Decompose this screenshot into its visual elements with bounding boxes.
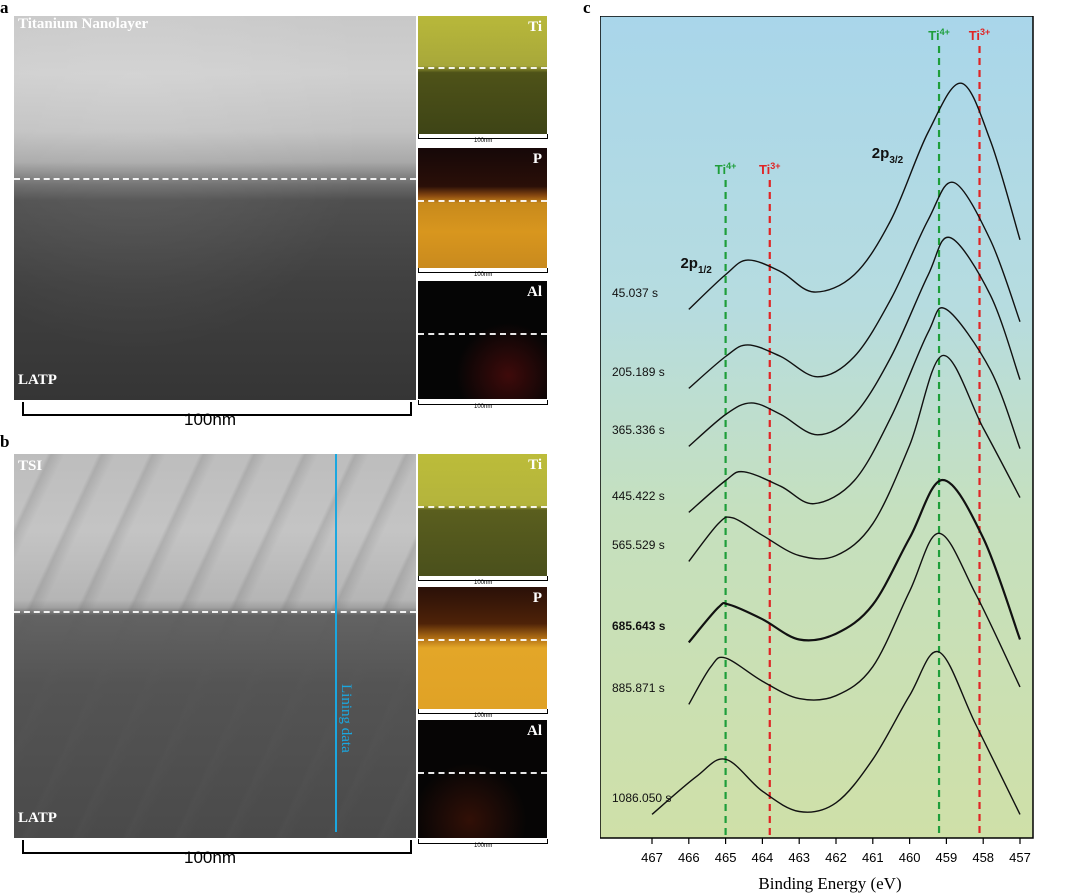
panel-a-map-al-label: Al bbox=[527, 284, 542, 300]
xps-series-line bbox=[688, 532, 1021, 705]
panel-b-map-al-scalebar-label: 100nm bbox=[474, 843, 493, 849]
xps-series-label: 45.037 s bbox=[612, 286, 658, 300]
panel-b-letter: b bbox=[0, 432, 10, 451]
panel-a-interface-line bbox=[14, 178, 416, 180]
panel-a-tem-image: Titanium Nanolayer LATP bbox=[14, 16, 416, 400]
panel-b-map-al-scalebar bbox=[418, 839, 548, 844]
panel-a-scalebar-label: 100nm bbox=[184, 410, 236, 429]
panel-a-scalebar bbox=[22, 402, 412, 416]
xps-x-tick-label: 458 bbox=[972, 850, 994, 865]
panel-b-map-p-scalebar-label: 100nm bbox=[474, 713, 493, 719]
xps-series-line bbox=[651, 650, 1021, 815]
panel-a-map-al-line bbox=[418, 333, 547, 335]
panel-a-map-al-scalebar bbox=[418, 400, 548, 405]
xps-series-line bbox=[688, 307, 1021, 513]
xps-chart: Ti4+ Ti3+ Ti4+ Ti3+ 45.037 s 205.189 s 365.336… bbox=[600, 16, 1034, 893]
panel-b-scalebar-label: 100nm bbox=[184, 848, 236, 867]
xps-series-line bbox=[688, 354, 1021, 562]
xps-x-tick-label: 457 bbox=[1009, 850, 1031, 865]
xps-reference-label: Ti3+ bbox=[969, 27, 991, 43]
xps-series-line bbox=[687, 478, 1022, 644]
xps-x-tick-label: 460 bbox=[899, 850, 921, 865]
panel-a-map-ti: Ti bbox=[418, 16, 547, 134]
panel-b-scalebar bbox=[22, 840, 412, 854]
panel-c-letter: c bbox=[583, 0, 591, 17]
panel-b-map-ti: Ti bbox=[418, 454, 547, 576]
panel-b-map-ti-scalebar-label: 100nm bbox=[474, 580, 493, 586]
xps-x-tick-label: 462 bbox=[825, 850, 847, 865]
xps-reference-label: Ti4+ bbox=[715, 161, 737, 177]
xps-x-tick-label: 459 bbox=[936, 850, 958, 865]
xps-x-tick-label: 463 bbox=[788, 850, 810, 865]
panel-b-linescan-label: Lining data bbox=[338, 684, 354, 753]
panel-b-map-p-scalebar bbox=[418, 709, 548, 714]
xps-x-tick-label: 461 bbox=[862, 850, 884, 865]
panel-a-map-p-scalebar-label: 100nm bbox=[474, 272, 493, 278]
panel-a-map-p-label: P bbox=[532, 151, 542, 167]
xps-peak-annotation: 2p1/2 bbox=[680, 255, 712, 276]
panel-a-map-p: P bbox=[418, 148, 547, 268]
xps-series-label: 365.336 s bbox=[612, 423, 665, 437]
xps-reference-label: Ti3+ bbox=[759, 161, 781, 177]
panel-b-label-top: TSI bbox=[18, 458, 43, 474]
xps-x-tick-label: 465 bbox=[715, 850, 737, 865]
panel-b-label-bottom: LATP bbox=[18, 810, 57, 826]
panel-a-map-al-scalebar-label: 100nm bbox=[474, 404, 493, 410]
panel-b-map-ti-scalebar bbox=[418, 576, 548, 581]
xps-series-label: 205.189 s bbox=[612, 365, 665, 379]
xps-series-label: 445.422 s bbox=[612, 489, 665, 503]
xps-x-tick-label: 467 bbox=[641, 850, 663, 865]
xps-series-label: 885.871 s bbox=[612, 681, 665, 695]
xps-peak-annotation: 2p3/2 bbox=[872, 145, 904, 166]
xps-reference-label: Ti4+ bbox=[928, 27, 950, 43]
panel-a-letter: a bbox=[0, 0, 9, 17]
panel-a-map-p-scalebar bbox=[418, 268, 548, 273]
panel-b-map-al-line bbox=[418, 772, 547, 774]
panel-b-map-p-label: P bbox=[532, 590, 542, 606]
panel-b-map-al: Al bbox=[418, 720, 547, 838]
panel-a-map-al: Al bbox=[418, 281, 547, 399]
panel-a-map-p-line bbox=[418, 200, 547, 202]
panel-a-label-top: Titanium Nanolayer bbox=[18, 16, 149, 32]
xps-series-line bbox=[688, 236, 1021, 447]
panel-a-map-ti-line bbox=[418, 67, 547, 69]
xps-x-axis-label: Binding Energy (eV) bbox=[758, 874, 901, 893]
panel-a-map-ti-label: Ti bbox=[528, 19, 542, 35]
xps-plot-area bbox=[600, 16, 1034, 839]
panel-b-map-p: P bbox=[418, 587, 547, 709]
panel-b-map-ti-label: Ti bbox=[528, 457, 542, 473]
panel-b-map-ti-line bbox=[418, 506, 547, 508]
panel-a-map-ti-scalebar bbox=[418, 134, 548, 139]
panel-b-linescan-line bbox=[335, 454, 337, 832]
panel-a-map-ti-scalebar-label: 100nm bbox=[474, 138, 493, 144]
xps-series-line bbox=[688, 82, 1021, 310]
xps-series-line bbox=[688, 181, 1021, 389]
xps-x-tick-label: 464 bbox=[752, 850, 774, 865]
xps-series-label: 1086.050 s bbox=[612, 791, 671, 805]
xps-x-tick-label: 466 bbox=[678, 850, 700, 865]
panel-b-interface-line bbox=[14, 611, 416, 613]
panel-b-map-p-line bbox=[418, 639, 547, 641]
panel-b-tem-image: TSI Lining data LATP bbox=[14, 454, 416, 838]
panel-b-map-al-label: Al bbox=[527, 723, 542, 739]
xps-series-label: 565.529 s bbox=[612, 538, 665, 552]
panel-a-label-bottom: LATP bbox=[18, 372, 57, 388]
xps-series-label: 685.643 s bbox=[612, 619, 666, 633]
